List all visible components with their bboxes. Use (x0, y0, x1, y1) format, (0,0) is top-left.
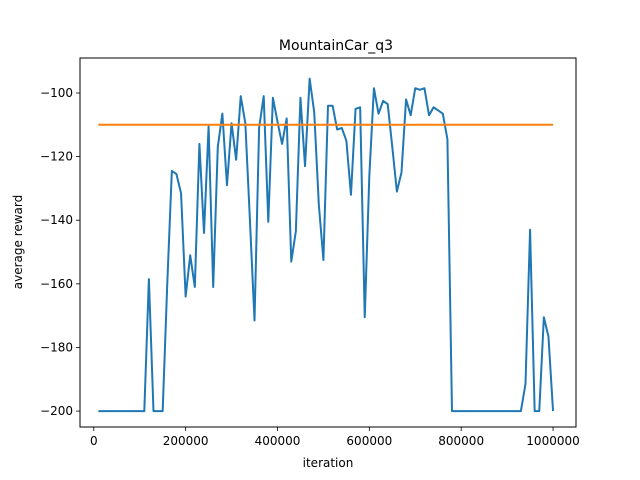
y-tick-label: −180 (40, 340, 73, 354)
y-tick-label: −140 (40, 213, 73, 227)
plot-frame (79, 57, 577, 428)
series-line-1 (98, 77, 555, 413)
y-tick-label: −200 (40, 404, 73, 418)
x-tick-label: 400000 (255, 434, 301, 448)
y-tick-label: −100 (40, 86, 73, 100)
y-tick-label: −160 (40, 277, 73, 291)
chart-title: MountainCar_q3 (279, 38, 393, 54)
x-tick-label: 200000 (163, 434, 209, 448)
y-axis: −200 −180 −160 −140 −120 −100 (40, 86, 80, 418)
y-axis-label: average reward (11, 195, 25, 290)
x-tick-label: 1000000 (526, 434, 579, 448)
x-tick-label: 0 (90, 434, 98, 448)
x-axis-label: iteration (303, 456, 354, 470)
y-tick-label: −120 (40, 150, 73, 164)
x-axis: 0 200000 400000 600000 800000 1000000 (90, 427, 580, 448)
x-tick-label: 800000 (438, 434, 484, 448)
plot-series (98, 77, 555, 413)
x-tick-label: 600000 (346, 434, 392, 448)
